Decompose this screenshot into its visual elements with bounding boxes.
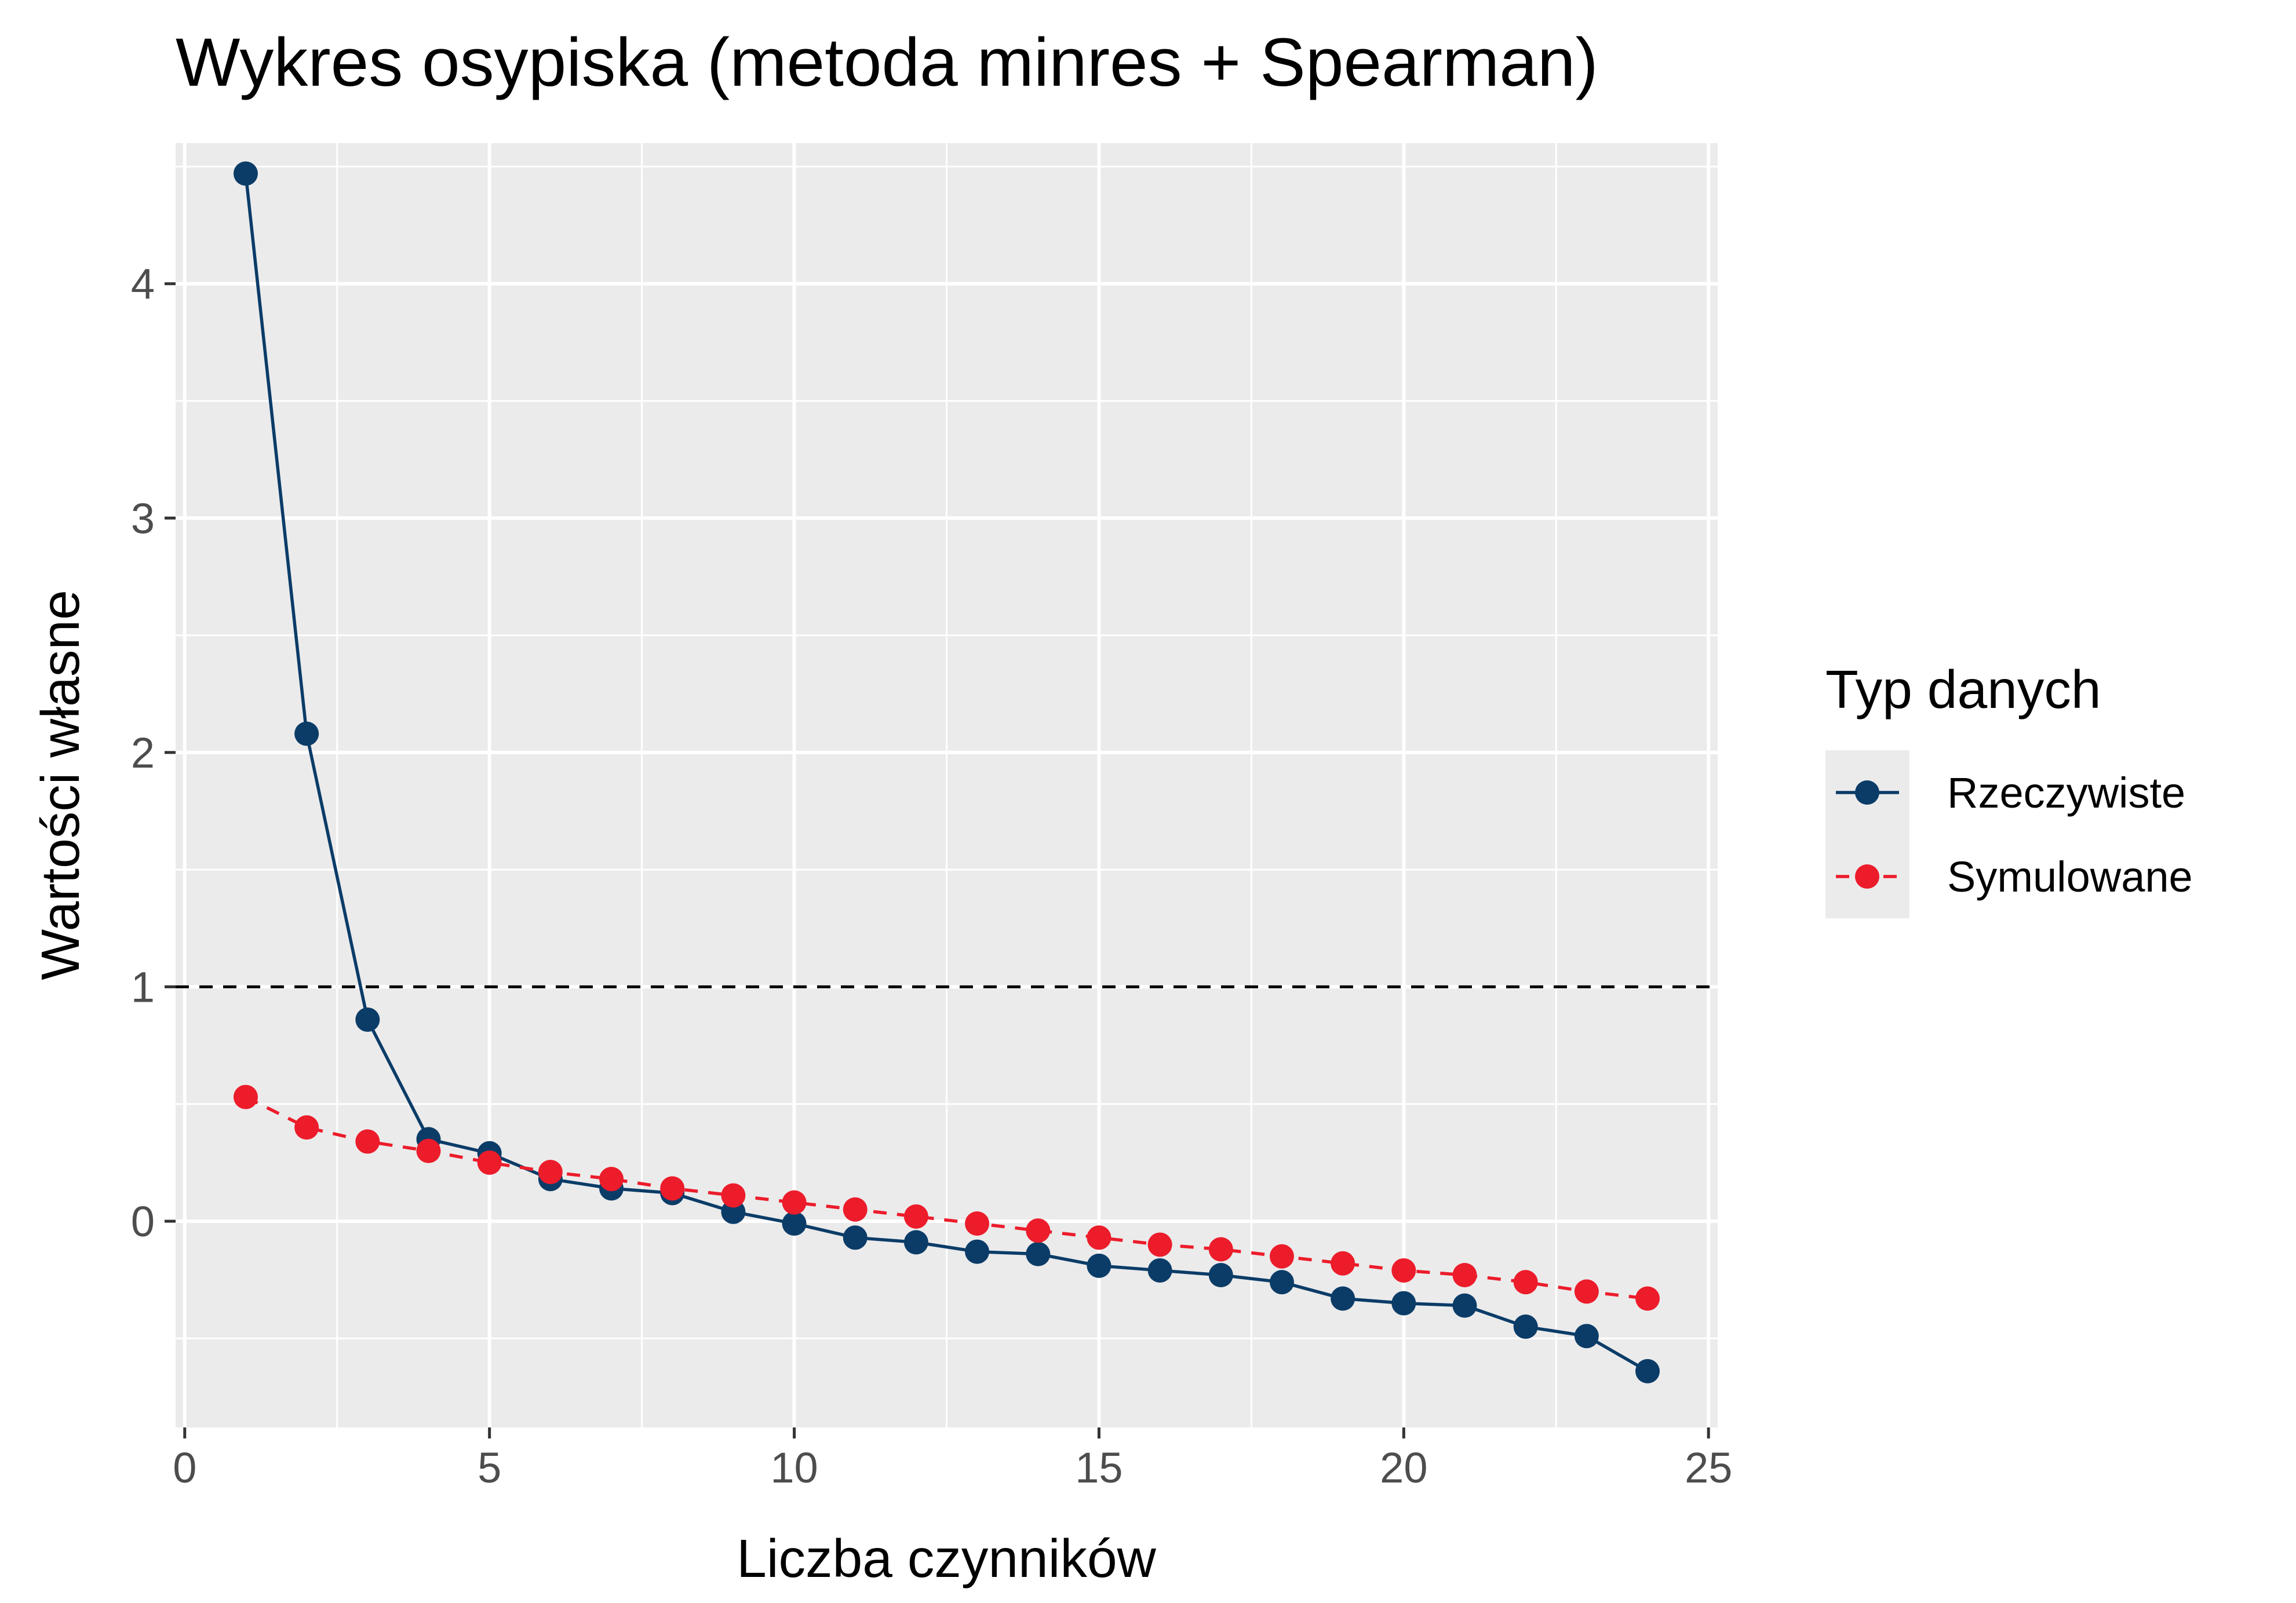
x-tick-label: 15 xyxy=(1075,1444,1123,1492)
y-tick-label: 2 xyxy=(131,729,155,777)
data-point-rzeczywiste xyxy=(294,721,319,746)
data-point-rzeczywiste xyxy=(1452,1293,1477,1318)
legend-title: Typ danych xyxy=(1825,659,2101,720)
data-point-rzeczywiste xyxy=(1331,1286,1355,1311)
x-axis-title: Liczba czynników xyxy=(737,1528,1156,1589)
data-point-symulowane xyxy=(355,1129,380,1154)
chart-title: Wykres osypiska (metoda minres + Spearma… xyxy=(176,24,1598,101)
legend-label-rzeczywiste: Rzeczywiste xyxy=(1947,769,2185,817)
x-tick-label: 25 xyxy=(1685,1444,1732,1492)
series-layer xyxy=(233,161,1660,1383)
data-point-symulowane xyxy=(1331,1251,1355,1276)
data-point-symulowane xyxy=(843,1197,868,1222)
x-tick-label: 10 xyxy=(770,1444,818,1492)
data-point-rzeczywiste xyxy=(965,1239,990,1264)
y-tick-label: 4 xyxy=(131,260,155,308)
data-point-symulowane xyxy=(233,1085,258,1109)
data-point-symulowane xyxy=(721,1183,746,1208)
data-point-symulowane xyxy=(1208,1237,1233,1262)
data-point-rzeczywiste xyxy=(1391,1291,1416,1316)
data-point-symulowane xyxy=(477,1150,502,1175)
axes-layer: 0 5 10 15 20 25 0 1 2 3 4 xyxy=(131,260,1733,1492)
data-point-rzeczywiste xyxy=(233,161,258,186)
data-point-rzeczywiste xyxy=(1513,1314,1538,1339)
y-axis-title: Wartości własne xyxy=(30,590,90,980)
data-point-rzeczywiste xyxy=(843,1225,868,1250)
data-point-symulowane xyxy=(1087,1225,1111,1250)
data-point-symulowane xyxy=(599,1167,624,1192)
legend-keys: Rzeczywiste Symulowane xyxy=(1836,769,2193,901)
data-point-rzeczywiste xyxy=(1574,1324,1599,1349)
legend: Typ danych Rzeczywiste Symulowane xyxy=(1825,659,2193,918)
legend-label-symulowane: Symulowane xyxy=(1947,853,2193,901)
data-point-symulowane xyxy=(1147,1232,1172,1257)
x-tick-label: 0 xyxy=(173,1444,196,1492)
data-point-symulowane xyxy=(1513,1270,1538,1295)
y-tick-label: 1 xyxy=(131,963,155,1011)
data-point-symulowane xyxy=(1269,1244,1294,1269)
data-point-symulowane xyxy=(294,1115,319,1140)
x-tick-label: 20 xyxy=(1380,1444,1427,1492)
x-tick-label: 5 xyxy=(478,1444,501,1492)
data-point-symulowane xyxy=(1635,1286,1660,1311)
data-point-symulowane xyxy=(660,1176,685,1201)
data-point-rzeczywiste xyxy=(1026,1241,1051,1266)
legend-key-point-symulowane xyxy=(1855,864,1879,889)
data-point-symulowane xyxy=(903,1204,928,1229)
y-tick-label: 0 xyxy=(131,1197,155,1246)
data-point-symulowane xyxy=(782,1190,807,1215)
y-tick-label: 3 xyxy=(131,494,155,542)
data-point-rzeczywiste xyxy=(903,1230,928,1255)
data-point-rzeczywiste xyxy=(1635,1359,1660,1383)
data-point-symulowane xyxy=(416,1138,441,1163)
data-point-rzeczywiste xyxy=(782,1211,807,1236)
data-point-rzeczywiste xyxy=(1269,1270,1294,1295)
data-point-symulowane xyxy=(1452,1263,1477,1288)
data-point-symulowane xyxy=(1026,1218,1051,1243)
data-point-symulowane xyxy=(1574,1279,1599,1304)
data-point-rzeczywiste xyxy=(355,1007,380,1032)
data-point-symulowane xyxy=(538,1160,563,1185)
data-point-rzeczywiste xyxy=(1087,1253,1111,1278)
data-point-rzeczywiste xyxy=(1208,1263,1233,1288)
data-point-symulowane xyxy=(965,1211,990,1236)
legend-key-point-rzeczywiste xyxy=(1855,780,1879,805)
legend-key-background xyxy=(1825,750,1909,918)
data-point-rzeczywiste xyxy=(1147,1258,1172,1283)
data-point-symulowane xyxy=(1391,1258,1416,1283)
